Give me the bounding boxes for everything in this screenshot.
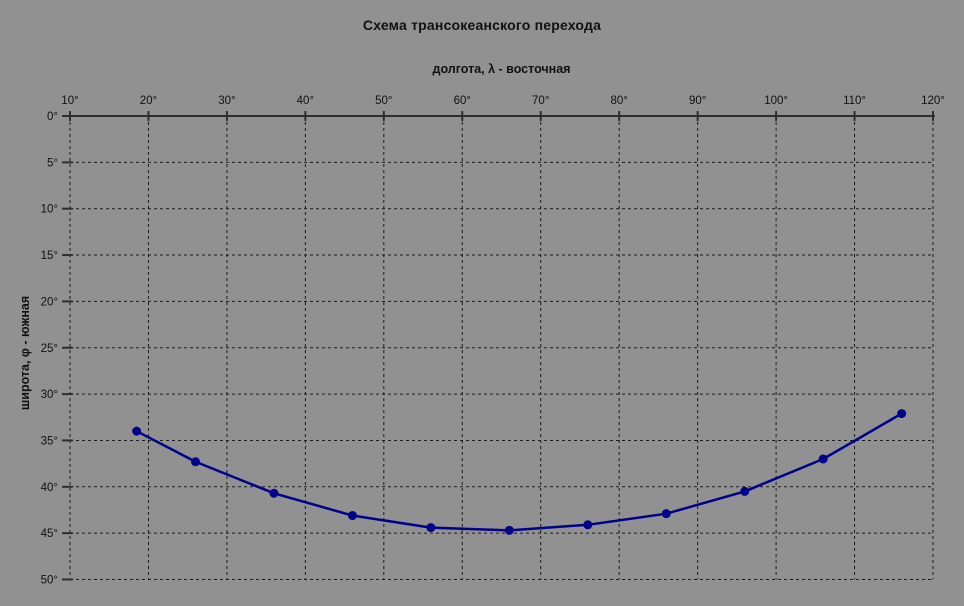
data-point-marker (269, 488, 279, 498)
y-tick-label: 50° (41, 575, 58, 587)
y-tick-label: 15° (41, 250, 58, 262)
data-point-marker (504, 525, 514, 535)
x-tick-label: 80° (610, 95, 627, 107)
x-tick-label: 50° (375, 95, 392, 107)
y-tick-label: 40° (41, 482, 58, 494)
y-tick-label: 5° (47, 157, 58, 169)
y-tick-label: 0° (47, 111, 58, 123)
data-point-marker (661, 509, 671, 519)
x-tick-label: 70° (532, 95, 549, 107)
data-point-marker (818, 454, 828, 464)
route-line (135, 412, 903, 532)
y-tick-label: 20° (41, 296, 58, 308)
x-tick-label: 30° (218, 95, 235, 107)
y-tick-label: 10° (41, 204, 58, 216)
data-point-marker (740, 486, 750, 496)
x-tick-label: 10° (61, 95, 78, 107)
x-tick-label: 40° (297, 95, 314, 107)
y-tick-label: 30° (41, 389, 58, 401)
data-point-marker (583, 520, 593, 530)
x-tick-label: 110° (843, 95, 866, 107)
y-tick-label: 45° (41, 528, 58, 540)
data-point-marker (897, 409, 907, 419)
x-tick-label: 90° (689, 95, 706, 107)
data-point-marker (191, 457, 201, 467)
data-point-marker (347, 511, 357, 521)
y-tick-label: 35° (41, 435, 58, 447)
data-point-marker (132, 426, 142, 436)
x-tick-label: 20° (140, 95, 157, 107)
x-axis-title: долгота, λ - восточная (432, 62, 571, 76)
data-point-marker (426, 523, 436, 533)
y-tick-label: 25° (41, 343, 58, 355)
x-tick-label: 60° (454, 95, 471, 107)
chart-title: Схема трансокеанского перехода (362, 17, 602, 33)
x-tick-label: 100° (764, 95, 788, 107)
x-tick-label: 120° (921, 95, 945, 107)
